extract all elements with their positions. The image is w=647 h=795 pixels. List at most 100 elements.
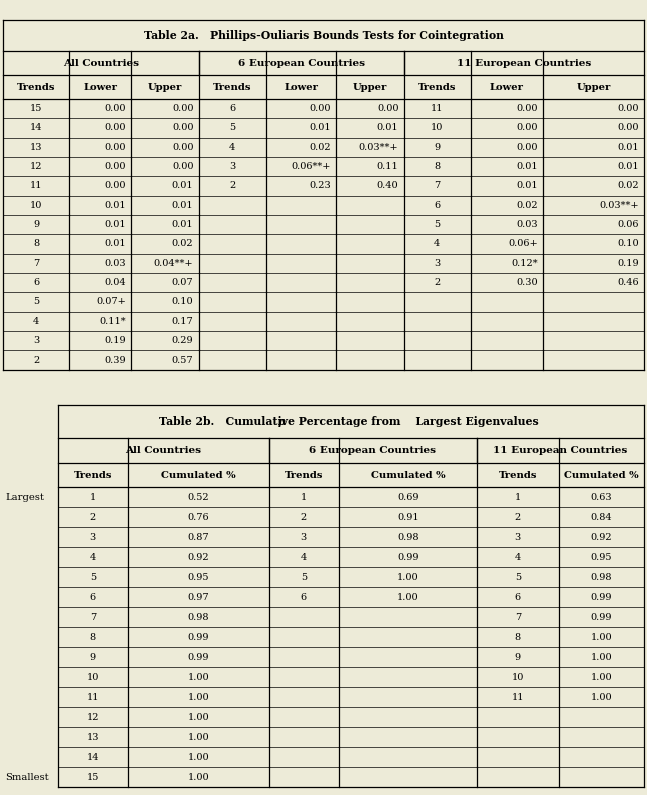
Text: 5: 5: [90, 573, 96, 582]
Text: 1: 1: [301, 493, 307, 502]
Text: 6: 6: [301, 593, 307, 602]
Text: 10: 10: [87, 673, 99, 682]
Text: 11: 11: [431, 104, 443, 113]
Text: Lower: Lower: [490, 83, 524, 91]
Text: 13: 13: [30, 143, 43, 152]
Text: 10: 10: [30, 201, 43, 210]
Text: 0.29: 0.29: [172, 336, 193, 345]
Text: 5: 5: [434, 220, 440, 229]
Text: 9: 9: [90, 653, 96, 661]
Text: 0.00: 0.00: [105, 123, 126, 133]
Text: 0.00: 0.00: [516, 123, 538, 133]
Text: 0.17: 0.17: [171, 317, 193, 326]
Text: 6: 6: [33, 278, 39, 287]
Text: 0.12*: 0.12*: [511, 259, 538, 268]
Text: 15: 15: [87, 773, 99, 781]
Text: 0.92: 0.92: [188, 553, 209, 562]
Text: 1.00: 1.00: [188, 673, 209, 682]
Text: 0.98: 0.98: [188, 613, 209, 622]
Text: 0.02: 0.02: [617, 181, 639, 191]
Text: Trends: Trends: [418, 83, 456, 91]
Text: 0.00: 0.00: [172, 123, 193, 133]
Text: 0.99: 0.99: [188, 633, 209, 642]
Text: 14: 14: [87, 753, 99, 762]
Text: 0.03**+: 0.03**+: [359, 143, 399, 152]
Text: 0.30: 0.30: [516, 278, 538, 287]
Text: 0.63: 0.63: [591, 493, 612, 502]
Text: 0.99: 0.99: [188, 653, 209, 661]
Text: 0.06: 0.06: [617, 220, 639, 229]
Text: 8: 8: [434, 162, 440, 171]
Text: 10: 10: [512, 673, 524, 682]
Text: 0.98: 0.98: [397, 533, 419, 542]
Text: 4: 4: [514, 553, 521, 562]
Text: 0.00: 0.00: [617, 123, 639, 133]
Text: 5: 5: [301, 573, 307, 582]
Text: 14: 14: [30, 123, 43, 133]
Text: 0.10: 0.10: [617, 239, 639, 249]
Text: 3: 3: [90, 533, 96, 542]
Text: 0.11*: 0.11*: [100, 317, 126, 326]
Text: 0.01: 0.01: [617, 143, 639, 152]
Text: 0.52: 0.52: [188, 493, 209, 502]
Text: 5: 5: [515, 573, 521, 582]
Text: 15: 15: [30, 104, 43, 113]
Text: 11: 11: [87, 692, 99, 702]
Text: 6 European Countries: 6 European Countries: [237, 59, 364, 68]
Text: 1.00: 1.00: [188, 753, 209, 762]
Text: 0.00: 0.00: [105, 104, 126, 113]
Text: 0.01: 0.01: [309, 123, 331, 133]
Text: 12: 12: [87, 712, 99, 722]
Text: 11 European Countries: 11 European Countries: [493, 446, 628, 455]
Text: 0.92: 0.92: [591, 533, 612, 542]
Text: 0.07+: 0.07+: [96, 297, 126, 307]
Text: Table 2a.   Phillips-Ouliaris Bounds Tests for Cointegration: Table 2a. Phillips-Ouliaris Bounds Tests…: [144, 30, 503, 41]
Text: 0.01: 0.01: [172, 220, 193, 229]
Text: 0.02: 0.02: [516, 201, 538, 210]
Text: 0.00: 0.00: [310, 104, 331, 113]
Text: Upper: Upper: [148, 83, 182, 91]
Text: 1.00: 1.00: [188, 712, 209, 722]
Text: 4: 4: [90, 553, 96, 562]
Text: 0.01: 0.01: [172, 201, 193, 210]
Text: 0.00: 0.00: [105, 143, 126, 152]
Text: 0.69: 0.69: [397, 493, 419, 502]
Text: 11: 11: [30, 181, 43, 191]
Text: 6: 6: [434, 201, 440, 210]
Text: 0.02: 0.02: [172, 239, 193, 249]
Text: 9: 9: [434, 143, 440, 152]
Text: 0.99: 0.99: [397, 553, 419, 562]
Text: Lower: Lower: [284, 83, 318, 91]
Text: 0.06**+: 0.06**+: [292, 162, 331, 171]
Text: p: p: [278, 416, 286, 427]
Text: 0.00: 0.00: [377, 104, 399, 113]
Text: Table 2b.   Cumulative Percentage from    Largest Eigenvalues: Table 2b. Cumulative Percentage from Lar…: [159, 416, 539, 427]
Text: 0.01: 0.01: [617, 162, 639, 171]
Text: 0.10: 0.10: [172, 297, 193, 307]
Text: 0.00: 0.00: [105, 162, 126, 171]
Text: 0.00: 0.00: [105, 181, 126, 191]
Text: Cumulated %: Cumulated %: [371, 471, 445, 479]
Text: 0.98: 0.98: [591, 573, 612, 582]
Text: 6: 6: [229, 104, 236, 113]
Text: 0.57: 0.57: [172, 355, 193, 364]
Text: 2: 2: [33, 355, 39, 364]
Text: 9: 9: [33, 220, 39, 229]
Text: 0.00: 0.00: [617, 104, 639, 113]
Text: 9: 9: [515, 653, 521, 661]
Text: 0.03**+: 0.03**+: [599, 201, 639, 210]
Text: 2: 2: [434, 278, 441, 287]
Text: 1.00: 1.00: [591, 673, 612, 682]
Text: 0.00: 0.00: [172, 104, 193, 113]
Text: 0.01: 0.01: [105, 201, 126, 210]
Text: 0.06+: 0.06+: [509, 239, 538, 249]
Text: 0.07: 0.07: [172, 278, 193, 287]
Text: 6: 6: [90, 593, 96, 602]
Text: 1.00: 1.00: [591, 653, 612, 661]
Text: 0.46: 0.46: [617, 278, 639, 287]
Text: 2: 2: [514, 513, 521, 522]
Text: 0.40: 0.40: [377, 181, 399, 191]
Text: Upper: Upper: [353, 83, 387, 91]
Text: Cumulated %: Cumulated %: [161, 471, 236, 479]
Text: Trends: Trends: [17, 83, 56, 91]
